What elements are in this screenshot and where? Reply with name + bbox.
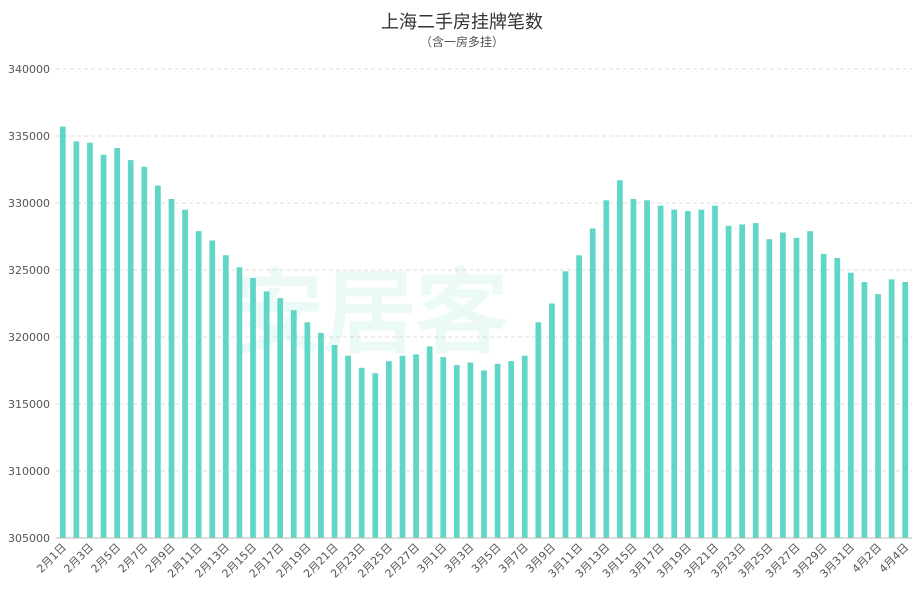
bar [467,362,474,538]
bar [114,148,120,538]
bar [508,361,515,538]
y-tick-label: 320000 [8,331,50,344]
bar [440,357,447,538]
watermark: 安居客 [232,260,508,367]
bar [195,231,202,538]
bar [657,205,664,538]
y-tick-label: 335000 [8,130,50,143]
bar [834,257,841,538]
bar [453,365,460,538]
bar [399,355,406,538]
bar [250,278,256,538]
bar [372,373,379,538]
x-tick-label: 4月4日 [877,541,912,576]
bar [87,142,93,538]
bar [793,237,800,538]
bar [617,180,623,538]
x-tick-label: 2月7日 [116,541,151,576]
y-tick-label: 305000 [8,532,50,545]
bar [630,198,637,539]
bar [209,240,216,538]
chart-subtitle: （含一房多挂） [420,34,504,49]
x-tick-label: 3月5日 [469,541,504,576]
x-tick-label: 2月5日 [89,541,124,576]
bar [752,223,759,538]
bar [481,370,487,538]
bar [861,282,868,538]
bar [698,209,705,538]
bar [807,231,813,538]
bar [263,291,270,538]
bar [304,322,311,538]
y-tick-label: 310000 [8,465,50,478]
bar [413,354,419,538]
bar [345,355,351,538]
bar [535,322,542,538]
bar [766,239,773,538]
bar [684,211,691,539]
bar [725,225,732,538]
bar [712,205,718,538]
bar [549,303,555,538]
bar [59,126,66,539]
bar [875,294,881,538]
bar [331,345,338,538]
bar [848,272,854,538]
bar [739,224,746,538]
bar [100,154,107,538]
bar [780,232,786,539]
bar [671,209,678,538]
x-tick-label: 2月3日 [61,541,96,576]
bar [155,185,161,538]
bar [603,200,610,538]
bar [222,255,229,538]
x-tick-label: 4月2日 [850,541,885,576]
watermark-text: 安居客 [232,260,508,367]
bar [127,160,134,538]
bar [182,209,188,538]
bar [141,166,148,538]
x-tick-label: 3月1日 [415,541,450,576]
bar [820,253,827,539]
bar [168,198,175,539]
bar [562,271,569,538]
bar [426,346,433,538]
y-tick-label: 340000 [8,63,50,76]
bar [589,228,596,538]
bar [521,355,528,538]
x-tick-label: 3月3日 [442,541,477,576]
bar [888,279,895,538]
bar [318,332,324,538]
x-axis: 2月1日2月3日2月5日2月7日2月9日2月11日2月13日2月15日2月17日… [34,541,911,581]
bar [644,200,650,538]
bar [290,310,297,538]
bars [59,126,909,539]
bar [386,361,392,538]
chart-title: 上海二手房挂牌笔数 [381,12,543,33]
bar [494,363,501,538]
x-tick-label: 3月7日 [496,541,531,576]
bar [358,367,365,538]
y-axis: 305000 310000 315000 320000 325000 330000 3350… [8,63,912,545]
bar [902,282,909,538]
bar [576,255,582,538]
x-tick-label: 2月1日 [34,541,69,576]
y-tick-label: 330000 [8,197,50,210]
y-tick-label: 325000 [8,264,50,277]
y-tick-label: 315000 [8,398,50,411]
bar [236,267,243,538]
bar [73,141,80,539]
bar [277,298,284,538]
